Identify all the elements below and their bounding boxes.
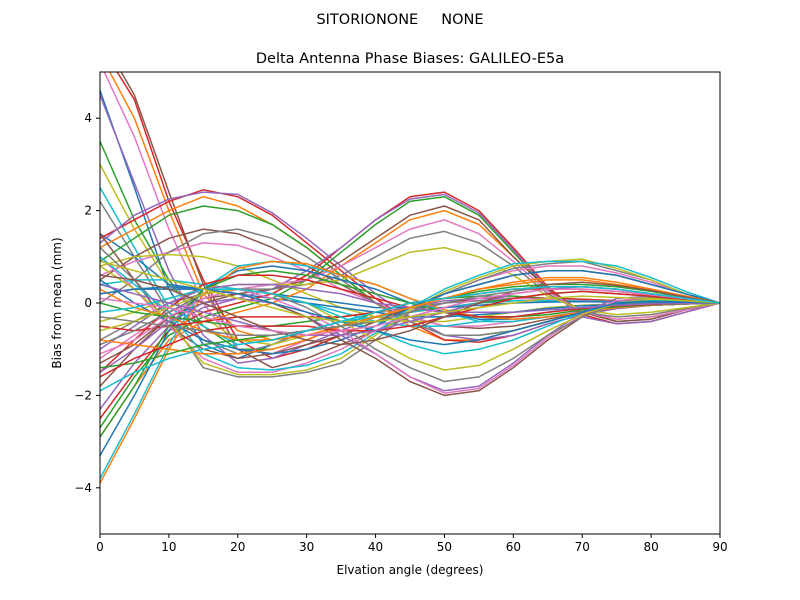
series-line-25 [100,193,720,410]
x-tick-label: 20 [230,540,245,554]
chart-title: Delta Antenna Phase Biases: GALILEO-E5a [256,51,564,67]
x-tick-label: 30 [299,540,314,554]
x-axis-label: Elvation angle (degrees) [337,563,484,577]
series-line-56 [100,274,720,346]
x-tick-label: 80 [643,540,658,554]
y-tick-label: 0 [84,296,92,310]
series-line-52 [100,279,720,355]
y-tick-label: 4 [84,111,92,125]
x-tick-label: 60 [506,540,521,554]
figure-suptitle: SITORIONONE NONE [316,12,483,28]
x-tick-label: 0 [96,540,104,554]
x-tick-label: 40 [368,540,383,554]
series-line-47 [100,288,720,394]
y-tick-label: −2 [74,388,92,402]
y-tick-label: −4 [74,481,92,495]
x-tick-label: 90 [712,540,727,554]
y-tick-label: 2 [84,204,92,218]
series-line-59 [100,260,720,323]
series-line-60 [100,286,720,392]
x-axis: 0 10 20 30 40 50 60 70 80 90 [96,534,728,554]
y-axis: −4 −2 0 2 4 [74,111,100,495]
y-axis-label: Bias from mean (mm) [50,237,64,368]
x-tick-label: 70 [575,540,590,554]
x-tick-label: 50 [437,540,452,554]
series-layer [100,72,720,484]
series-line-39 [100,258,720,376]
x-tick-label: 10 [161,540,176,554]
